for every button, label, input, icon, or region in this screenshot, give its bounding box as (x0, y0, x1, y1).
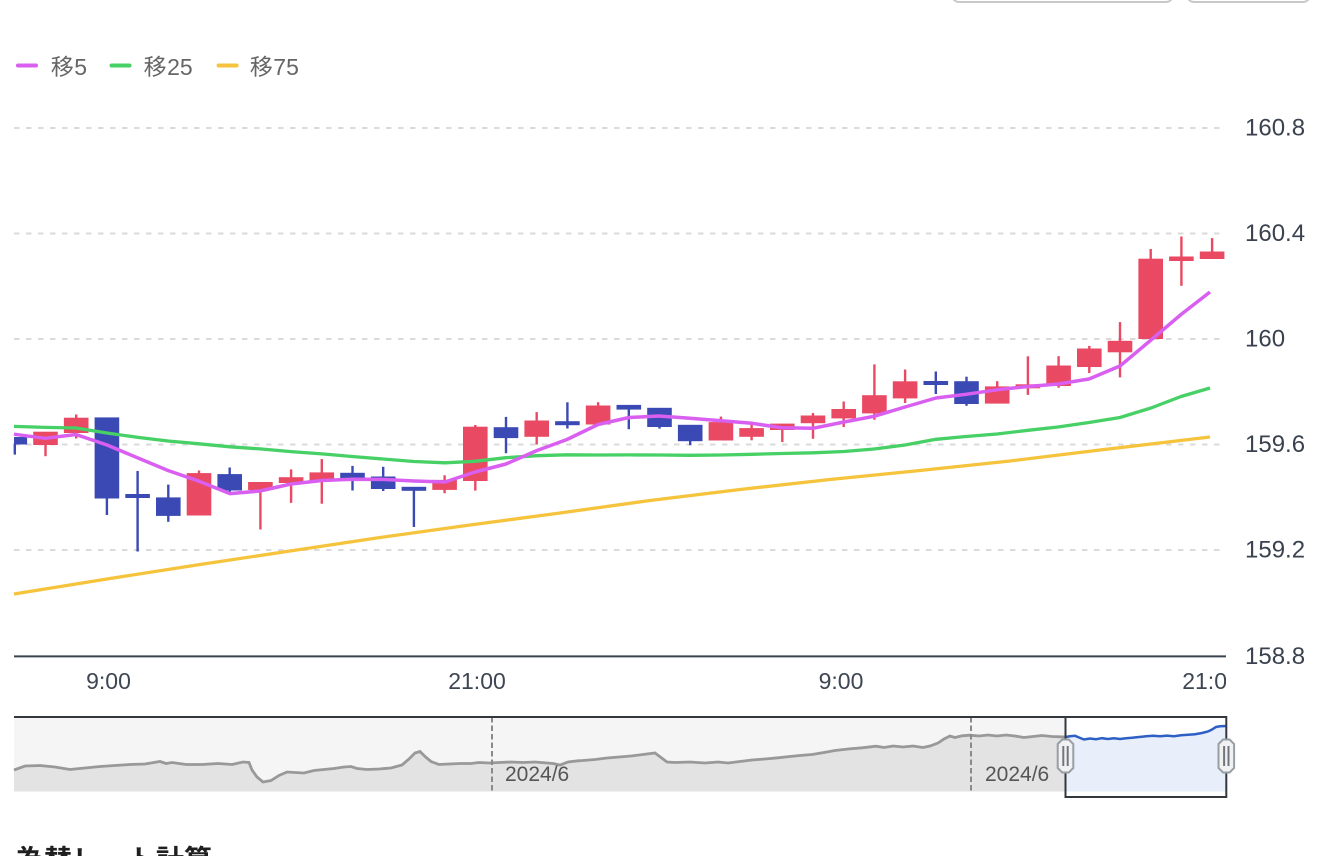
svg-text:25: 25 (167, 54, 193, 80)
svg-text:9:00: 9:00 (86, 668, 131, 694)
svg-text:5: 5 (74, 54, 87, 80)
svg-text:21:00: 21:00 (448, 668, 506, 694)
svg-text:159.6: 159.6 (1245, 431, 1305, 458)
svg-text:2024/6: 2024/6 (985, 763, 1049, 786)
svg-text:75: 75 (273, 54, 299, 80)
svg-text:9:00: 9:00 (819, 668, 864, 694)
svg-text:2024/6: 2024/6 (505, 763, 569, 786)
svg-text:160: 160 (1245, 326, 1285, 353)
svg-text:159.2: 159.2 (1245, 537, 1305, 564)
svg-text:158.8: 158.8 (1245, 643, 1305, 670)
svg-text:21:00: 21:00 (1182, 668, 1240, 694)
svg-text:160.4: 160.4 (1245, 220, 1305, 247)
svg-text:160.8: 160.8 (1245, 115, 1305, 142)
